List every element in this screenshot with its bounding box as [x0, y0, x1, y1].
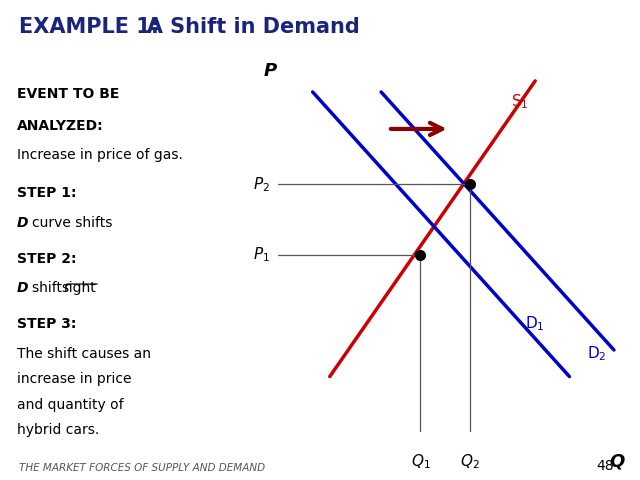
- Text: $Q_2$: $Q_2$: [460, 452, 480, 471]
- Text: $P_1$: $P_1$: [253, 245, 270, 264]
- Text: P: P: [263, 62, 276, 80]
- Text: shifts: shifts: [33, 281, 74, 296]
- Text: D$_1$: D$_1$: [525, 314, 545, 333]
- Text: and quantity of: and quantity of: [17, 397, 124, 412]
- Text: curve shifts: curve shifts: [33, 216, 113, 230]
- Text: D$_2$: D$_2$: [586, 344, 606, 363]
- Text: 48: 48: [596, 459, 614, 473]
- Text: $Q_1$: $Q_1$: [411, 452, 430, 471]
- Text: right: right: [64, 281, 97, 296]
- Text: A Shift in Demand: A Shift in Demand: [125, 17, 360, 37]
- Text: STEP 3:: STEP 3:: [17, 317, 76, 331]
- Text: increase in price: increase in price: [17, 372, 131, 386]
- Text: $P_2$: $P_2$: [253, 175, 270, 194]
- Text: Q: Q: [609, 452, 624, 470]
- Text: hybrid cars.: hybrid cars.: [17, 423, 99, 437]
- Text: STEP 1:: STEP 1:: [17, 186, 76, 201]
- Text: EVENT TO BE: EVENT TO BE: [17, 87, 119, 101]
- Text: D: D: [17, 281, 28, 296]
- Text: D: D: [17, 216, 28, 230]
- Text: ANALYZED:: ANALYZED:: [17, 119, 104, 133]
- Text: Increase in price of gas.: Increase in price of gas.: [17, 148, 183, 162]
- Text: STEP 2:: STEP 2:: [17, 252, 76, 266]
- Text: The shift causes an: The shift causes an: [17, 347, 151, 361]
- Text: EXAMPLE 1:: EXAMPLE 1:: [19, 17, 159, 37]
- Text: THE MARKET FORCES OF SUPPLY AND DEMAND: THE MARKET FORCES OF SUPPLY AND DEMAND: [19, 463, 266, 473]
- Text: S$_1$: S$_1$: [511, 92, 529, 111]
